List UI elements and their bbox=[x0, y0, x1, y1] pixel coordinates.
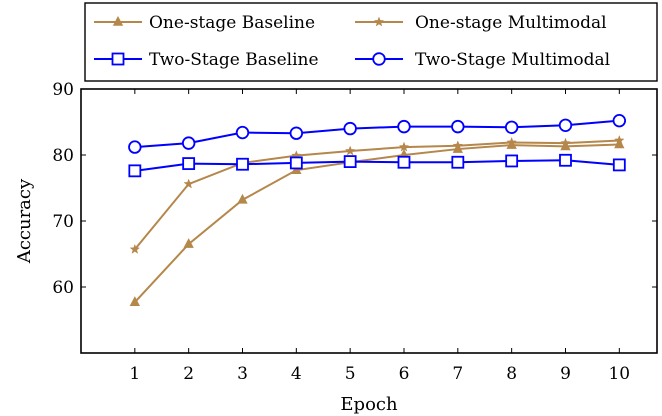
data-point-two-stage-baseline bbox=[559, 153, 572, 167]
x-tick-label: 1 bbox=[129, 364, 140, 384]
data-point-two-stage-baseline bbox=[343, 155, 357, 169]
x-axis-label: Epoch bbox=[340, 394, 398, 415]
data-point-one-stage-multimodal bbox=[452, 140, 464, 151]
series-line-two-stage-multimodal bbox=[134, 119, 620, 149]
data-point-two-stage-multimodal bbox=[128, 140, 142, 154]
data-point-one-stage-multimodal bbox=[398, 141, 410, 152]
data-point-two-stage-multimodal bbox=[504, 120, 519, 134]
x-tick-label: 6 bbox=[399, 364, 410, 384]
data-point-two-stage-baseline bbox=[505, 154, 519, 168]
data-point-two-stage-baseline bbox=[612, 158, 626, 172]
series-line-two-stage-baseline bbox=[134, 159, 620, 172]
series-line-one-stage-multimodal bbox=[134, 139, 620, 251]
data-point-one-stage-baseline bbox=[183, 238, 194, 248]
data-point-two-stage-baseline bbox=[236, 157, 249, 171]
legend-label-one-stage-baseline: One-stage Baseline bbox=[149, 13, 315, 33]
data-point-two-stage-multimodal bbox=[612, 113, 627, 128]
data-point-two-stage-multimodal bbox=[397, 119, 411, 134]
data-point-two-stage-baseline bbox=[128, 164, 142, 178]
x-tick-label: 5 bbox=[345, 364, 356, 384]
data-point-two-stage-multimodal bbox=[235, 125, 250, 140]
y-axis-label: Accuracy bbox=[14, 178, 35, 264]
legend-label-two-stage-multimodal: Two-Stage Multimodal bbox=[415, 50, 610, 70]
data-point-two-stage-baseline bbox=[182, 157, 196, 170]
data-point-two-stage-multimodal bbox=[343, 121, 357, 136]
data-point-two-stage-baseline bbox=[451, 155, 465, 169]
data-point-one-stage-multimodal bbox=[183, 178, 194, 189]
y-tick-label: 70 bbox=[52, 212, 74, 232]
y-tick-label: 90 bbox=[52, 80, 74, 100]
x-tick-label: 7 bbox=[452, 364, 463, 384]
data-point-two-stage-multimodal bbox=[181, 136, 196, 150]
x-tick-label: 8 bbox=[506, 364, 517, 384]
legend-marker-one-stage-multimodal bbox=[373, 16, 385, 27]
data-point-one-stage-baseline bbox=[129, 296, 140, 306]
x-tick-label: 3 bbox=[237, 364, 248, 384]
data-point-one-stage-multimodal bbox=[560, 137, 571, 148]
data-point-two-stage-multimodal bbox=[289, 126, 304, 140]
legend-marker-two-stage-multimodal bbox=[372, 52, 386, 66]
x-tick-label: 4 bbox=[291, 364, 302, 384]
y-tick-label: 80 bbox=[52, 146, 74, 166]
data-point-one-stage-multimodal bbox=[614, 134, 625, 145]
series-line-one-stage-baseline bbox=[134, 143, 620, 303]
x-tick-label: 2 bbox=[183, 364, 194, 384]
data-point-two-stage-multimodal bbox=[558, 118, 573, 133]
legend-marker-two-stage-baseline bbox=[111, 52, 125, 66]
x-tick-label: 9 bbox=[560, 364, 571, 384]
data-point-one-stage-multimodal bbox=[344, 145, 356, 156]
legend-box bbox=[84, 2, 658, 82]
data-point-two-stage-multimodal bbox=[451, 119, 465, 134]
legend-label-one-stage-multimodal: One-stage Multimodal bbox=[415, 13, 607, 33]
y-tick-label: 60 bbox=[52, 278, 74, 298]
x-tick-label: 10 bbox=[608, 364, 630, 384]
legend-label-two-stage-baseline: Two-Stage Baseline bbox=[149, 50, 319, 70]
data-point-two-stage-baseline bbox=[397, 155, 411, 169]
data-point-one-stage-multimodal bbox=[506, 136, 517, 147]
legend-marker-one-stage-baseline bbox=[112, 15, 124, 26]
data-point-one-stage-baseline bbox=[237, 193, 248, 204]
data-point-two-stage-baseline bbox=[289, 156, 303, 170]
data-point-one-stage-multimodal bbox=[129, 243, 141, 254]
